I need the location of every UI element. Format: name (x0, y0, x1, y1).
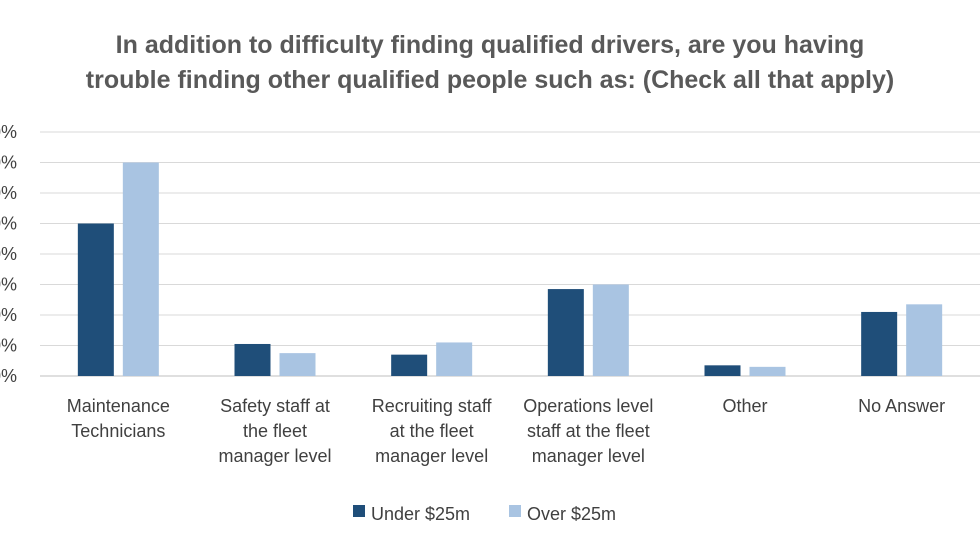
chart-title-line-2: trouble finding other qualified people s… (85, 66, 895, 94)
y-tick-label: 0% (0, 183, 17, 203)
y-tick-label: 0% (0, 214, 17, 234)
legend-label: Under $25m (371, 504, 470, 524)
bar-under-25m (861, 311, 898, 376)
x-category-label: manager level (218, 446, 331, 466)
x-category-label: Recruiting staff (372, 396, 493, 416)
legend-label: Over $25m (527, 504, 616, 524)
bar-under-25m (77, 223, 114, 376)
y-tick-label: 0% (0, 366, 17, 386)
bar-under-25m (704, 365, 741, 376)
bars (77, 162, 943, 376)
x-category-label: Safety staff at (220, 396, 330, 416)
x-category-label: Operations level (523, 396, 653, 416)
bar-over-25m (749, 366, 786, 376)
y-tick-label: 0% (0, 336, 17, 356)
bar-over-25m (592, 284, 629, 376)
y-tick-label: 0% (0, 122, 17, 142)
x-category-label: manager level (532, 446, 645, 466)
legend-swatch (353, 505, 365, 517)
bar-over-25m (906, 304, 943, 376)
x-category-label: Maintenance (67, 396, 170, 416)
chart-title: In addition to difficulty finding qualif… (40, 28, 940, 98)
chart-title-line-1: In addition to difficulty finding qualif… (115, 31, 865, 59)
x-category-label: No Answer (858, 396, 945, 416)
x-axis-category-labels: Maintenance Technicians Safety staff at the… (67, 396, 945, 466)
x-category-label: staff at the fleet (527, 421, 650, 441)
gridlines (40, 131, 980, 377)
y-axis-ticks: 0% 0% 0% 0% 0% 0% 0% 0% 0% (0, 122, 17, 386)
bar-over-25m (436, 342, 473, 376)
legend: Under $25m Over $25m (353, 504, 616, 524)
bar-under-25m (547, 289, 584, 376)
bar-under-25m (234, 343, 271, 376)
bar-under-25m (391, 354, 428, 376)
bar-over-25m (279, 353, 316, 376)
y-tick-label: 0% (0, 244, 17, 264)
legend-swatch (509, 505, 521, 517)
x-category-label: Technicians (71, 421, 165, 441)
y-tick-label: 0% (0, 305, 17, 325)
x-category-label: manager level (375, 446, 488, 466)
x-category-label: at the fleet (390, 421, 474, 441)
y-tick-label: 0% (0, 153, 17, 173)
x-category-label: Other (722, 396, 767, 416)
bar-over-25m (122, 162, 159, 376)
x-category-label: the fleet (243, 421, 307, 441)
y-tick-label: 0% (0, 275, 17, 295)
